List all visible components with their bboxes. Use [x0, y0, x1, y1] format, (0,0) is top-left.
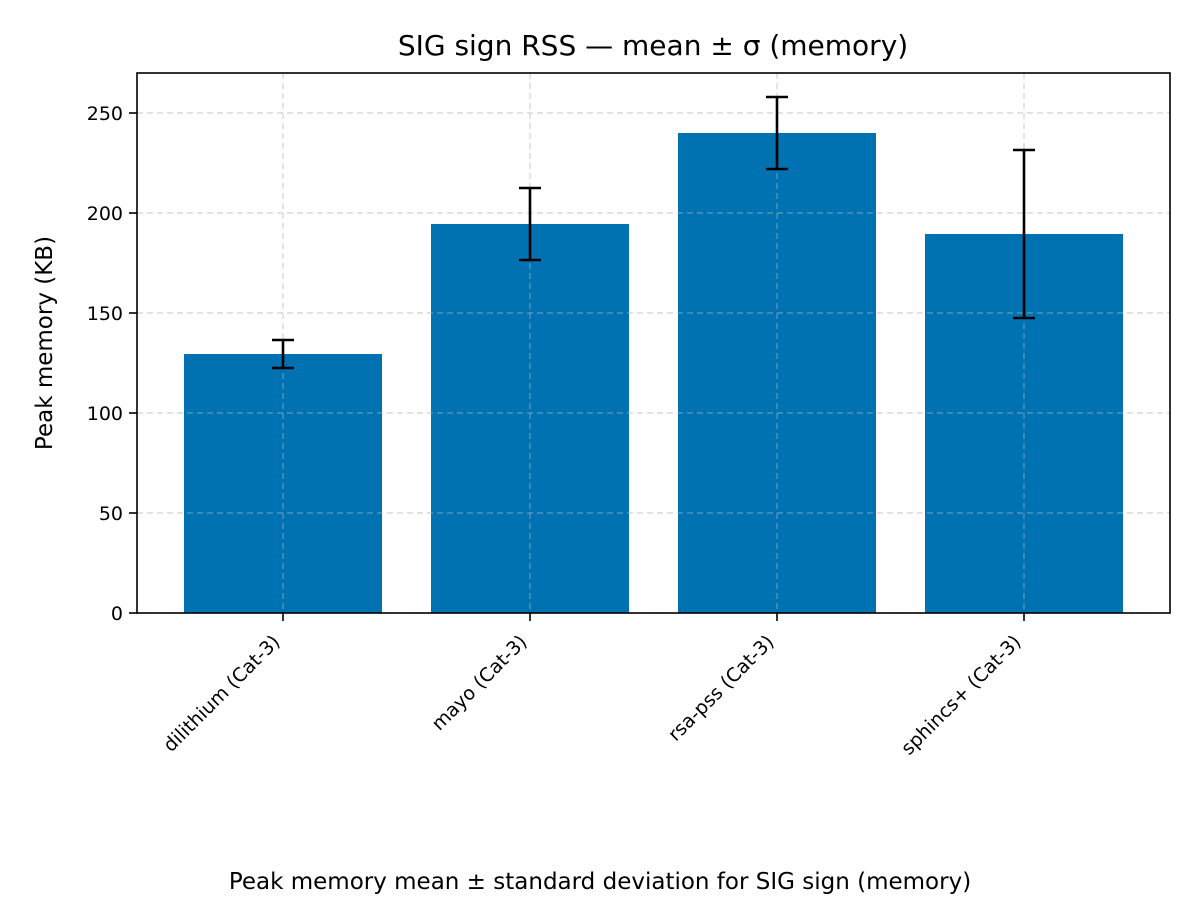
bars	[137, 73, 1170, 614]
y-axis-label: Peak memory (KB)	[32, 236, 58, 450]
plot-frame	[136, 72, 1171, 614]
bar	[431, 224, 629, 613]
x-tick-label: mayo (Cat-3)	[427, 631, 531, 735]
error-bars	[272, 95, 1035, 370]
x-tick-label: sphincs+ (Cat-3)	[897, 631, 1026, 760]
y-tick-label: 100	[87, 403, 123, 425]
bar	[184, 354, 382, 613]
chart-title: SIG sign RSS — mean ± σ (memory)	[398, 29, 908, 62]
y-tick-label: 50	[99, 503, 123, 525]
y-tick-label: 0	[111, 603, 123, 625]
y-tick-label: 200	[87, 203, 123, 225]
bar	[678, 133, 876, 613]
x-tick-label: dilithium (Cat-3)	[159, 631, 284, 756]
y-tick-label: 150	[87, 303, 123, 325]
y-tick-label: 250	[87, 103, 123, 125]
chart-caption: Peak memory mean ± standard deviation fo…	[229, 869, 971, 895]
x-tick-label: rsa-pss (Cat-3)	[664, 631, 779, 746]
y-axis: 0 50 100 150 200 250	[87, 103, 137, 625]
x-axis: dilithium (Cat-3) mayo (Cat-3) rsa-pss (Ca…	[159, 613, 1026, 760]
